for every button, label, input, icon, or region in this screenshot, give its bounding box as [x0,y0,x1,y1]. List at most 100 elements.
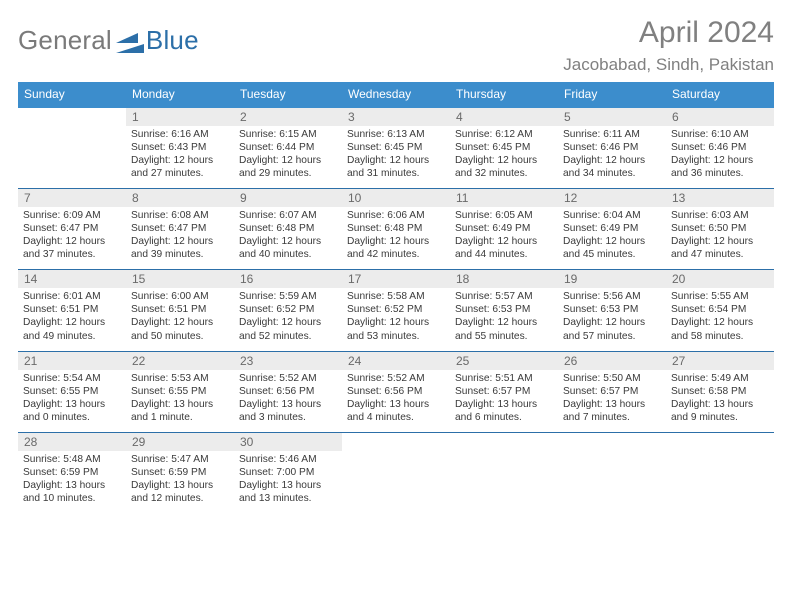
page-title: April 2024 [563,18,774,48]
detail-line: Sunrise: 5:55 AM [671,290,769,303]
detail-line: Sunset: 6:53 PM [563,303,661,316]
day-number: 1 [126,108,234,126]
detail-line: Daylight: 12 hours [23,235,121,248]
day-cell: 26Sunrise: 5:50 AMSunset: 6:57 PMDayligh… [558,352,666,432]
day-details [450,451,558,491]
day-details: Sunrise: 6:15 AMSunset: 6:44 PMDaylight:… [234,126,342,188]
detail-line: Sunrise: 6:09 AM [23,209,121,222]
day-cell: 25Sunrise: 5:51 AMSunset: 6:57 PMDayligh… [450,352,558,432]
detail-line: Sunset: 6:51 PM [23,303,121,316]
day-cell: 14Sunrise: 6:01 AMSunset: 6:51 PMDayligh… [18,270,126,350]
sail-icon [116,27,144,53]
day-number: 24 [342,352,450,370]
detail-line: Daylight: 12 hours [131,316,229,329]
detail-line: Daylight: 12 hours [347,316,445,329]
detail-line: and 36 minutes. [671,167,769,180]
day-cell: 13Sunrise: 6:03 AMSunset: 6:50 PMDayligh… [666,189,774,269]
day-cell [666,433,774,513]
detail-line: Sunrise: 5:54 AM [23,372,121,385]
dow-wednesday: Wednesday [342,82,450,108]
detail-line: Sunset: 7:00 PM [239,466,337,479]
detail-line: Sunrise: 6:03 AM [671,209,769,222]
day-number: 12 [558,189,666,207]
detail-line: and 57 minutes. [563,330,661,343]
detail-line: Sunrise: 5:46 AM [239,453,337,466]
dow-thursday: Thursday [450,82,558,108]
day-details: Sunrise: 6:01 AMSunset: 6:51 PMDaylight:… [18,288,126,350]
day-details [666,451,774,491]
dow-tuesday: Tuesday [234,82,342,108]
day-cell [18,108,126,188]
day-number: 18 [450,270,558,288]
detail-line: Sunrise: 6:16 AM [131,128,229,141]
day-details: Sunrise: 6:11 AMSunset: 6:46 PMDaylight:… [558,126,666,188]
dow-saturday: Saturday [666,82,774,108]
location-subtitle: Jacobabad, Sindh, Pakistan [563,54,774,75]
day-cell: 20Sunrise: 5:55 AMSunset: 6:54 PMDayligh… [666,270,774,350]
day-details: Sunrise: 5:52 AMSunset: 6:56 PMDaylight:… [234,370,342,432]
detail-line: Sunrise: 6:11 AM [563,128,661,141]
day-details [558,451,666,491]
detail-line: Daylight: 13 hours [23,398,121,411]
day-cell [558,433,666,513]
detail-line: and 42 minutes. [347,248,445,261]
day-number: 17 [342,270,450,288]
day-cell: 16Sunrise: 5:59 AMSunset: 6:52 PMDayligh… [234,270,342,350]
day-cell: 10Sunrise: 6:06 AMSunset: 6:48 PMDayligh… [342,189,450,269]
week-row: 28 Sunrise: 5:48 AMSunset: 6:59 PM Dayligh… [18,432,774,513]
detail-line: Daylight: 12 hours [239,154,337,167]
detail-line: Sunset: 6:53 PM [455,303,553,316]
detail-line: and 40 minutes. [239,248,337,261]
detail-line: Daylight: 13 hours [131,398,229,411]
detail-line: Sunset: 6:47 PM [23,222,121,235]
detail-line: and 4 minutes. [347,411,445,424]
day-number: 4 [450,108,558,126]
detail-line: Daylight: 12 hours [671,235,769,248]
detail-line: and 52 minutes. [239,330,337,343]
detail-line: Sunrise: 5:47 AM [131,453,229,466]
day-details: Sunrise: 6:16 AMSunset: 6:43 PMDaylight:… [126,126,234,188]
detail-line: Daylight: 13 hours [131,479,229,492]
detail-line: Sunset: 6:49 PM [563,222,661,235]
detail-line: Sunset: 6:46 PM [671,141,769,154]
day-cell: 23Sunrise: 5:52 AMSunset: 6:56 PMDayligh… [234,352,342,432]
detail-line: Sunset: 6:57 PM [563,385,661,398]
detail-line: and 44 minutes. [455,248,553,261]
detail-line: Sunset: 6:57 PM [455,385,553,398]
dow-friday: Friday [558,82,666,108]
detail-line: Sunrise: 5:57 AM [455,290,553,303]
detail-line: Sunset: 6:52 PM [347,303,445,316]
day-number: 28 [18,433,126,451]
detail-line: Sunrise: 6:10 AM [671,128,769,141]
day-details: Sunrise: 5:52 AMSunset: 6:56 PMDaylight:… [342,370,450,432]
detail-line: and 34 minutes. [563,167,661,180]
day-number: 3 [342,108,450,126]
detail-line: Sunset: 6:47 PM [131,222,229,235]
title-block: April 2024 Jacobabad, Sindh, Pakistan [563,18,774,75]
detail-line: Daylight: 12 hours [347,154,445,167]
day-number: 8 [126,189,234,207]
week-row: 1Sunrise: 6:16 AMSunset: 6:43 PMDaylight… [18,108,774,188]
day-number: 25 [450,352,558,370]
detail-line: and 45 minutes. [563,248,661,261]
day-number: 20 [666,270,774,288]
day-number: 11 [450,189,558,207]
day-cell: 4Sunrise: 6:12 AMSunset: 6:45 PMDaylight… [450,108,558,188]
detail-line: and 9 minutes. [671,411,769,424]
detail-line: Daylight: 12 hours [131,235,229,248]
detail-line: Sunrise: 5:48 AM [23,453,121,466]
calendar-body: 1Sunrise: 6:16 AMSunset: 6:43 PMDaylight… [18,108,774,513]
detail-line: Sunrise: 6:07 AM [239,209,337,222]
detail-line: and 37 minutes. [23,248,121,261]
day-details: Sunrise: 6:10 AMSunset: 6:46 PMDaylight:… [666,126,774,188]
day-cell: 17Sunrise: 5:58 AMSunset: 6:52 PMDayligh… [342,270,450,350]
detail-line: Sunset: 6:52 PM [239,303,337,316]
day-details: Sunrise: 5:59 AMSunset: 6:52 PMDaylight:… [234,288,342,350]
day-cell: 2Sunrise: 6:15 AMSunset: 6:44 PMDaylight… [234,108,342,188]
detail-line: Daylight: 12 hours [671,316,769,329]
day-cell: 28Sunrise: 5:48 AMSunset: 6:59 PMDayligh… [18,433,126,513]
day-details: Sunrise: 6:05 AMSunset: 6:49 PMDaylight:… [450,207,558,269]
detail-line: Sunset: 6:59 PM [23,466,121,479]
day-number: 7 [18,189,126,207]
brand-word-blue: Blue [146,24,199,57]
